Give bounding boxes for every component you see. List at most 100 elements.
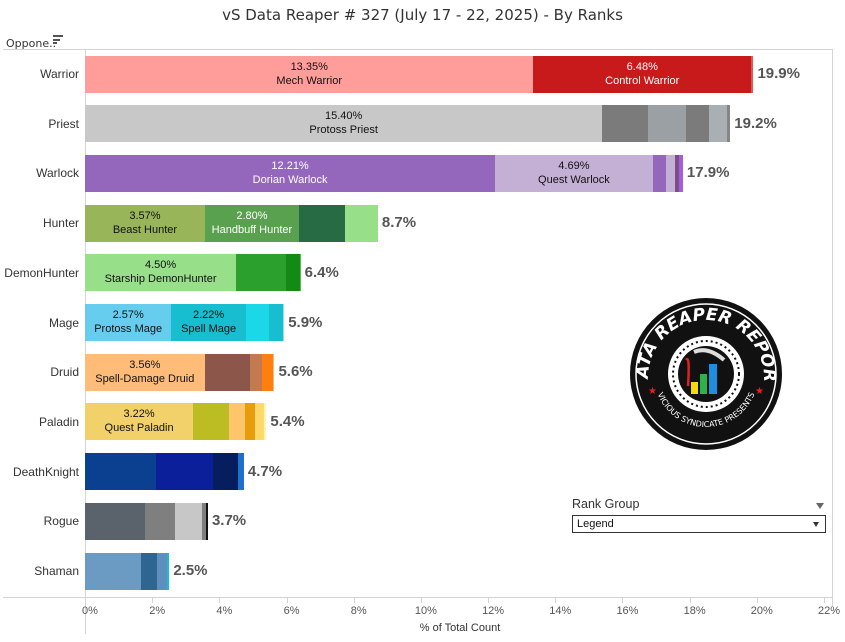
segment-archetype: Quest Paladin [104,422,174,435]
bar-segment-mage-4[interactable] [282,304,285,341]
bar-segment-shaman-3[interactable] [167,552,170,590]
bar-segment-demonhunter-3[interactable] [299,254,301,292]
bar-segment-druid-1[interactable] [204,353,250,391]
y-axis-line [85,49,86,634]
segment-percent: 2.80% [236,209,268,222]
bar-segment-priest-2[interactable] [648,105,687,143]
bar-segment-paladin-0[interactable]: 3.22% Quest Paladin [85,403,194,441]
x-tick [488,598,490,603]
segment-archetype: Protoss Mage [94,323,163,335]
bar-segment-mage-3[interactable] [269,304,283,341]
rank-group-dropdown[interactable]: Legend [572,515,826,533]
chart-title: vS Data Reaper # 327 (July 17 - 22, 2025… [222,6,623,24]
segment-percent: 13.35% [290,60,328,73]
row-label-demonhunter[interactable]: DemonHunter [4,265,79,280]
row-label-paladin[interactable]: Paladin [38,414,79,429]
segment-label: 15.40% Protoss Priest [85,109,602,137]
bar-segment-demonhunter-1[interactable] [236,254,287,292]
row-label-druid[interactable]: Druid [50,365,79,380]
bar-segment-druid-2[interactable] [249,353,262,391]
bar-segment-paladin-3[interactable] [245,403,256,441]
bar-segment-shaman-0[interactable] [85,552,142,590]
bar-segment-paladin-4[interactable] [255,403,265,441]
bar-segment-druid-4[interactable] [272,353,275,391]
segment-percent: 2.22% [193,309,225,321]
bar-segment-deathknight-3[interactable] [237,453,244,491]
column-header-opponent[interactable]: Oppone.. [6,37,57,50]
bar-segment-warlock-3[interactable] [665,154,675,192]
bar-segment-deathknight-2[interactable] [212,453,238,491]
bar-segment-priest-0[interactable]: 15.40% Protoss Priest [85,105,603,143]
bar-segment-warrior-2[interactable] [751,55,754,93]
bar-segment-warlock-1[interactable]: 4.69% Quest Warlock [495,154,653,192]
bar-segment-warlock-5[interactable] [678,154,683,192]
bar-segment-paladin-5[interactable] [264,403,267,441]
x-tick [353,598,355,603]
row-label-mage[interactable]: Mage [48,315,79,330]
x-tick [420,598,422,603]
segment-percent: 3.22% [123,408,155,421]
bar-segment-rogue-1[interactable] [145,502,176,540]
svg-text:★: ★ [755,386,764,397]
bar-segment-shaman-2[interactable] [157,552,168,590]
row-label-warrior[interactable]: Warrior [40,67,79,81]
bar-segment-rogue-0[interactable] [85,502,146,540]
x-tick-label: 16% [616,605,639,617]
bar-segment-priest-4[interactable] [709,105,728,143]
bar-segment-warrior-0[interactable]: 13.35% Mech Warrior [85,55,534,93]
x-tick-label: 22% [817,605,841,617]
bar-segment-hunter-1[interactable]: 2.80% Handbuff Hunter [204,204,299,242]
bar-segment-deathknight-1[interactable] [155,453,213,491]
bar-segment-hunter-2[interactable] [298,204,345,242]
row-label-priest[interactable]: Priest [48,116,79,131]
bar-segment-shaman-1[interactable] [141,552,158,590]
bar-segment-priest-1[interactable] [602,105,649,143]
segment-percent: 15.40% [324,110,363,123]
row-total-label: 17.9% [686,164,730,182]
x-tick-label: 10% [414,605,437,617]
bar-segment-warlock-2[interactable] [652,154,666,192]
legend-menu-icon[interactable] [816,503,824,509]
bar-segment-paladin-2[interactable] [229,403,246,441]
bar-segment-mage-2[interactable] [245,304,270,341]
x-tick-label: 2% [149,605,166,617]
x-axis-line [3,597,832,598]
bar-segment-deathknight-0[interactable] [85,453,156,491]
bar-segment-hunter-3[interactable] [344,204,378,242]
bar-segment-hunter-0[interactable]: 3.57% Beast Hunter [85,204,205,242]
segment-archetype: Protoss Priest [309,124,378,137]
data-reaper-report-logo: DATA REAPER REPORT VICIOUS SYNDICATE PRE… [628,290,782,450]
row-label-hunter[interactable]: Hunter [42,216,79,231]
row-label-warlock[interactable]: Warlock [36,166,79,181]
bar-segment-mage-0[interactable]: 2.57% Protoss Mage [85,304,172,341]
bar-segment-paladin-1[interactable] [193,403,230,441]
x-tick [152,598,154,603]
bar-segment-warlock-0[interactable]: 12.21% Dorian Warlock [85,154,496,192]
bar-segment-warlock-4[interactable] [674,154,679,192]
segment-label: 13.35% Mech Warrior [85,60,533,88]
x-tick [555,598,557,603]
bar-segment-rogue-3[interactable] [201,502,206,540]
bar-segment-druid-0[interactable]: 3.56% Spell-Damage Druid [85,353,205,391]
bar-segment-mage-1[interactable]: 2.22% Spell Mage [171,304,246,341]
row-total-label: 6.4% [304,263,339,281]
bar-segment-demonhunter-0[interactable]: 4.50% Starship DemonHunter [85,254,237,292]
bar-segment-rogue-4[interactable] [205,502,208,540]
row-label-shaman[interactable]: Shaman [34,564,79,578]
bar-segment-priest-5[interactable] [727,105,731,143]
bar-segment-priest-3[interactable] [686,105,710,143]
x-tick [219,598,221,603]
x-tick [286,598,288,603]
svg-text:★: ★ [648,386,657,397]
bar-segment-rogue-2[interactable] [175,502,202,540]
bar-segment-warrior-1[interactable]: 6.48% Control Warrior [533,55,752,93]
row-total-label: 5.6% [278,363,313,381]
row-label-deathknight[interactable]: DeathKnight [12,464,79,479]
bar-segment-demonhunter-2[interactable] [286,254,300,292]
bar-segment-druid-3[interactable] [261,353,273,391]
sort-icon[interactable] [53,35,63,45]
segment-label: 6.48% Control Warrior [533,60,751,88]
segment-archetype: Dorian Warlock [252,173,328,186]
row-label-rogue[interactable]: Rogue [43,514,79,529]
